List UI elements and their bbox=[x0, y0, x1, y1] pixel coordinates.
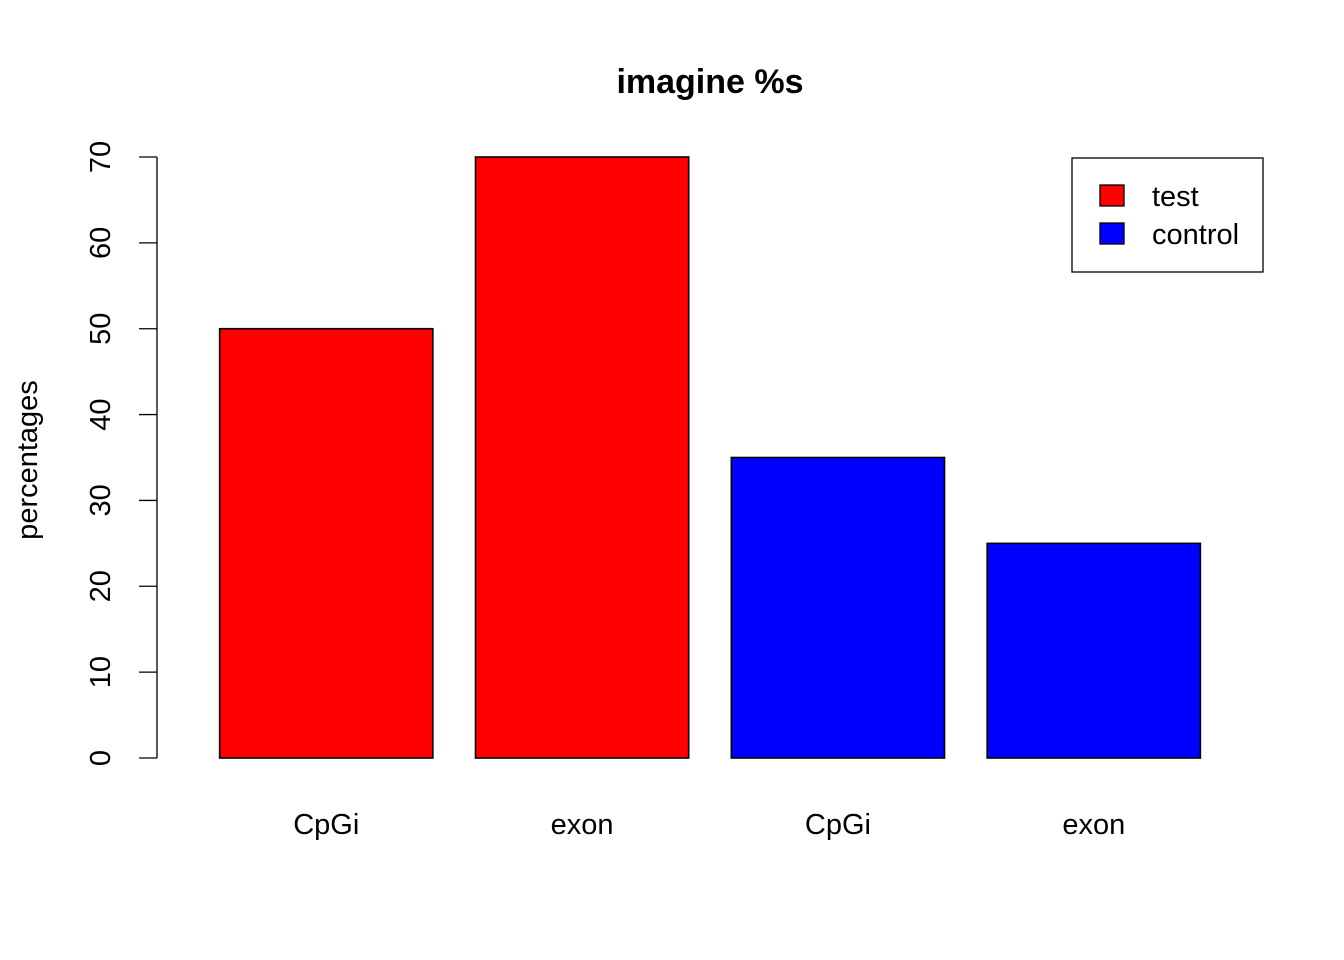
y-tick-label: 70 bbox=[85, 141, 117, 173]
y-tick-label: 50 bbox=[85, 313, 117, 345]
x-tick-label: CpGi bbox=[293, 809, 359, 841]
bar bbox=[986, 542, 1202, 759]
legend-box bbox=[1071, 157, 1264, 273]
bars-group bbox=[218, 156, 1202, 759]
chart-title: imagine %s bbox=[616, 63, 803, 101]
x-tick-label: exon bbox=[1062, 809, 1125, 841]
bar bbox=[730, 456, 946, 759]
bar bbox=[474, 156, 690, 759]
y-axis-label: percentages bbox=[12, 380, 44, 540]
legend-swatch bbox=[1099, 222, 1125, 245]
legend-swatch bbox=[1099, 184, 1125, 207]
y-tick-label: 20 bbox=[85, 570, 117, 602]
x-tick-labels: CpGi exon CpGi exon bbox=[293, 809, 1125, 841]
bar bbox=[218, 327, 434, 759]
y-tick-label: 60 bbox=[85, 227, 117, 259]
y-tick-label: 30 bbox=[85, 484, 117, 516]
legend: test control bbox=[1071, 157, 1264, 273]
legend-label: control bbox=[1152, 219, 1239, 251]
y-tick-label: 40 bbox=[85, 398, 117, 430]
legend-label: test bbox=[1152, 181, 1199, 213]
y-tick-label: 10 bbox=[85, 656, 117, 688]
y-tick-label: 0 bbox=[85, 750, 117, 766]
x-tick-label: CpGi bbox=[805, 809, 871, 841]
y-axis: 0 10 20 30 40 50 60 70 bbox=[85, 141, 158, 766]
x-tick-label: exon bbox=[551, 809, 614, 841]
